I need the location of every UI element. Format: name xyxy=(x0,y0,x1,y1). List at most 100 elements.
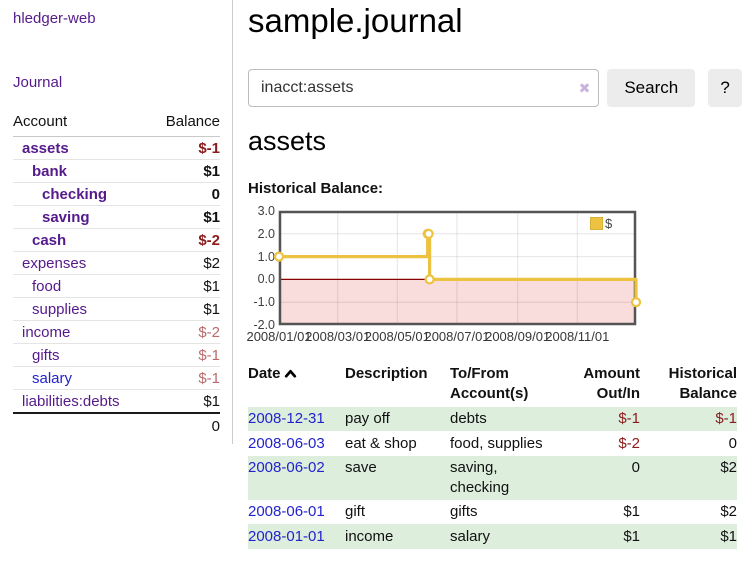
accounts-total-row: 0 xyxy=(13,413,220,438)
transaction-date-link[interactable]: 2008-12-31 xyxy=(248,410,325,428)
account-link-cash[interactable]: cash xyxy=(32,231,67,249)
y-tick-label: 0.0 xyxy=(257,272,275,287)
account-row: liabilities:debts $1 xyxy=(13,389,220,414)
account-link-saving[interactable]: saving xyxy=(42,208,90,226)
account-balance: $1 xyxy=(150,274,220,298)
chart-legend: $ xyxy=(590,216,612,231)
transaction-balance: 0 xyxy=(728,434,737,452)
account-link-supplies[interactable]: supplies xyxy=(32,300,88,318)
account-row: bank $1 xyxy=(13,159,220,183)
account-link-assets[interactable]: assets xyxy=(22,139,69,157)
transaction-balance: $2 xyxy=(640,455,737,500)
register-row: 2008-06-02 save saving, checking 0 $2 xyxy=(248,455,737,500)
legend-swatch xyxy=(590,217,603,230)
transaction-accounts: gifts xyxy=(450,503,478,521)
register-table: Date Description To/From Account(s) Amou… xyxy=(248,364,737,549)
register-row: 2008-01-01 income salary $1 $1 xyxy=(248,524,737,549)
clear-search-icon[interactable]: ✖ xyxy=(578,80,591,96)
account-row: salary $-1 xyxy=(13,366,220,390)
transaction-date-link[interactable]: 2008-06-01 xyxy=(248,503,325,521)
transaction-balance: $1 xyxy=(640,524,737,549)
account-balance: $-1 xyxy=(150,366,220,390)
account-balance: $-2 xyxy=(150,228,220,252)
account-link-gifts[interactable]: gifts xyxy=(32,346,60,364)
x-tick-label: 2008/01/01 xyxy=(246,329,312,344)
account-link-expenses[interactable]: expenses xyxy=(22,254,87,272)
transaction-accounts: salary xyxy=(450,524,560,549)
transaction-description: income xyxy=(345,524,450,549)
transaction-amount: $-1 xyxy=(560,406,640,432)
transaction-date-link[interactable]: 2008-01-01 xyxy=(248,527,325,545)
register-header-row: Date Description To/From Account(s) Amou… xyxy=(248,364,737,407)
y-tick-label: 1.0 xyxy=(257,249,275,264)
account-row: supplies $1 xyxy=(13,297,220,321)
app-title-link[interactable]: hledger-web xyxy=(13,10,96,27)
register-row: 2008-06-03 eat & shop food, supplies $-2… xyxy=(248,431,737,456)
account-link-income[interactable]: income xyxy=(22,323,71,341)
accounts-header-account: Account xyxy=(13,110,151,137)
account-balance: $2 xyxy=(150,251,220,275)
page-title: sample.journal xyxy=(248,2,463,39)
x-tick-label: 2008/07/01 xyxy=(424,329,490,344)
transaction-balance: $-1 xyxy=(640,406,737,432)
account-row: assets $-1 xyxy=(13,137,220,160)
register-header-amount: Amount Out/In xyxy=(583,365,640,402)
legend-label: $ xyxy=(605,216,613,231)
y-tick-label: 2.0 xyxy=(257,226,275,241)
register-header-balance: Historical Balance xyxy=(668,365,737,402)
transaction-balance: $2 xyxy=(720,503,737,521)
account-link-salary[interactable]: salary xyxy=(32,369,73,387)
transaction-date-link[interactable]: 2008-06-03 xyxy=(248,434,325,452)
account-balance: $1 xyxy=(150,159,220,183)
transaction-amount: $-2 xyxy=(618,434,640,452)
x-tick-label: 2008/05/01 xyxy=(364,329,430,344)
x-tick-label: 2008/09/01 xyxy=(485,329,551,344)
search-form: ✖ Search ? xyxy=(248,69,742,107)
account-balance: $-1 xyxy=(198,139,220,157)
transaction-description: gift xyxy=(345,503,366,521)
help-button[interactable]: ? xyxy=(708,69,742,107)
transaction-amount: $1 xyxy=(560,524,640,549)
register-row: 2008-06-01 gift gifts $1 $2 xyxy=(248,500,737,525)
register-header-accounts: To/From Account(s) xyxy=(450,365,529,402)
account-row: checking 0 xyxy=(13,182,220,206)
y-tick-label: 3.0 xyxy=(257,204,275,218)
register-header-date[interactable]: Date xyxy=(248,364,345,407)
hledger-web-page: hledger-web Journal Account Balance asse… xyxy=(0,0,742,549)
account-balance: $1 xyxy=(150,205,220,229)
account-row: saving $1 xyxy=(13,205,220,229)
transaction-date-link[interactable]: 2008-06-02 xyxy=(248,459,325,477)
account-row: income $-2 xyxy=(13,320,220,344)
account-link-liabilities-debts[interactable]: liabilities:debts xyxy=(22,392,120,410)
sidebar-item-journal[interactable]: Journal xyxy=(13,74,63,91)
transaction-accounts: food, supplies xyxy=(450,434,543,452)
transaction-accounts: saving, checking xyxy=(450,455,560,500)
chart-title: Historical Balance: xyxy=(248,180,384,197)
transaction-description: save xyxy=(345,455,450,500)
transaction-amount: $1 xyxy=(623,503,640,521)
account-row: food $1 xyxy=(13,274,220,298)
x-tick-label: 2008/11/01 xyxy=(545,329,610,344)
transaction-accounts: debts xyxy=(450,406,560,432)
search-button[interactable]: Search xyxy=(607,69,696,107)
account-balance: $-2 xyxy=(150,320,220,344)
register-row: 2008-12-31 pay off debts $-1 $-1 xyxy=(248,406,737,432)
sidebar: hledger-web Journal Account Balance asse… xyxy=(0,0,233,444)
account-link-food[interactable]: food xyxy=(32,277,62,295)
search-input[interactable] xyxy=(248,69,600,107)
account-link-bank[interactable]: bank xyxy=(32,162,68,180)
account-balance: $1 xyxy=(150,297,220,321)
transaction-amount: 0 xyxy=(560,455,640,500)
account-row: cash $-2 xyxy=(13,228,220,252)
sort-ascending-icon xyxy=(284,365,297,385)
accounts-header-balance: Balance xyxy=(150,110,220,137)
y-tick-label: -2.0 xyxy=(253,318,275,332)
account-heading: assets xyxy=(248,126,327,156)
historical-balance-chart: 3.0 2.0 1.0 0.0 -1.0 -2.0 2008/01/01 2008/03/0… xyxy=(246,204,742,344)
y-tick-label: -1.0 xyxy=(253,295,275,310)
account-row: expenses $2 xyxy=(13,251,220,275)
account-balance: $-1 xyxy=(150,343,220,367)
account-link-checking[interactable]: checking xyxy=(42,185,108,203)
transaction-description: eat & shop xyxy=(345,434,417,452)
main-content: sample.journal ✖ Search ? assets Histori… xyxy=(233,0,742,549)
